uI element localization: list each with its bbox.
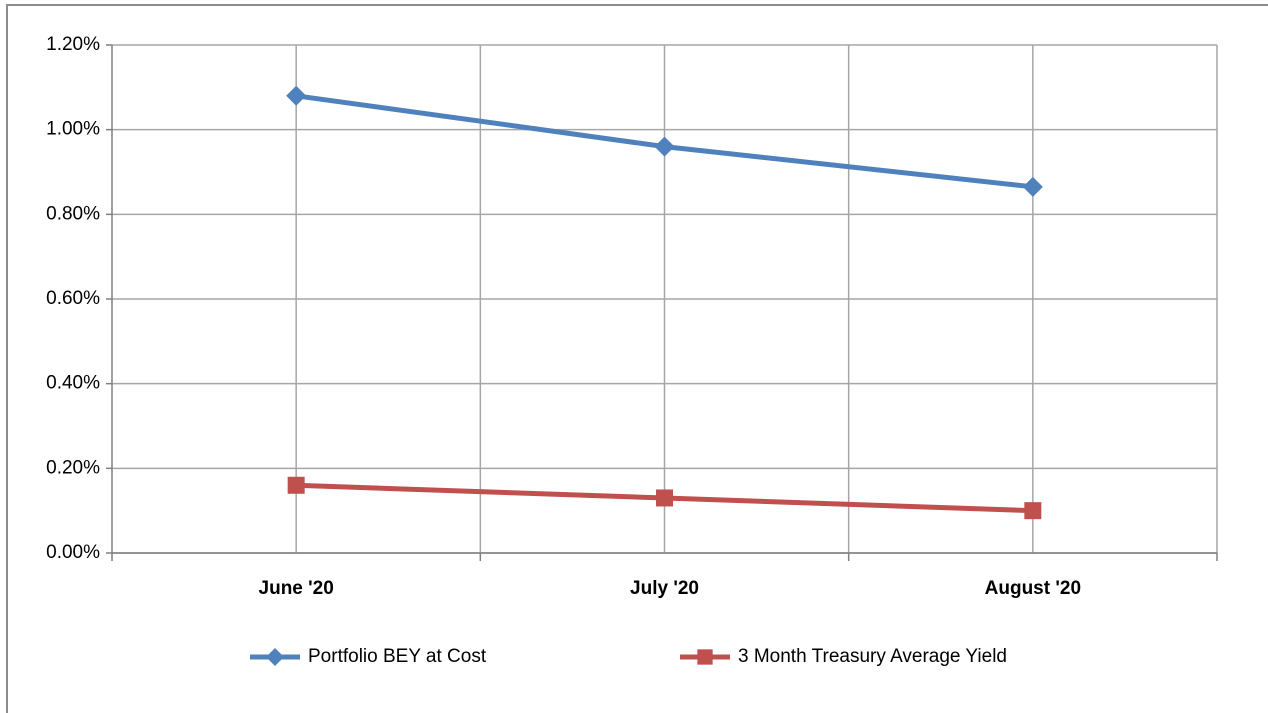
x-tick-label: July '20 [630, 578, 699, 599]
marker [654, 136, 675, 157]
marker [286, 85, 307, 106]
x-tick-label: June '20 [259, 578, 334, 599]
marker [1022, 176, 1043, 197]
y-tick-label: 0.00% [46, 542, 100, 563]
chart-frame [6, 4, 1268, 713]
legend-label: Portfolio BEY at Cost [308, 646, 487, 667]
marker [1024, 502, 1042, 520]
y-tick-label: 1.20% [46, 34, 100, 55]
y-tick-label: 0.80% [46, 203, 100, 224]
y-tick-label: 0.60% [46, 288, 100, 309]
marker [656, 489, 673, 507]
y-tick-label: 0.40% [46, 373, 100, 394]
marker [697, 649, 713, 665]
y-tick-label: 0.20% [46, 457, 100, 478]
y-tick-label: 1.00% [46, 119, 100, 140]
marker [266, 648, 284, 666]
marker [287, 476, 305, 494]
legend-label: 3 Month Treasury Average Yield [738, 646, 1007, 667]
x-tick-label: August '20 [985, 578, 1081, 599]
